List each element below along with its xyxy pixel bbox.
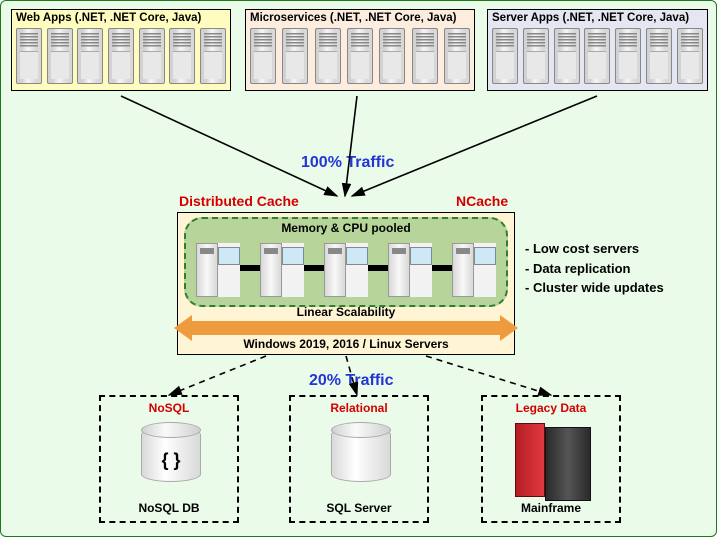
serverapps-box: Server Apps (.NET, .NET Core, Java): [487, 9, 708, 91]
nosql-title: NoSQL: [101, 401, 237, 415]
server-icon: [677, 28, 703, 84]
server-icon: [315, 28, 341, 84]
cache-benefits-list: - Low cost servers - Data replication - …: [525, 239, 664, 298]
server-icon: [250, 28, 276, 84]
relational-box: Relational SQL Server: [289, 395, 429, 523]
webapps-box: Web Apps (.NET, .NET Core, Java): [11, 9, 231, 91]
cache-server-icon: [260, 243, 304, 297]
relational-title: Relational: [291, 401, 427, 415]
server-icon: [169, 28, 195, 84]
distributed-cache-label: Distributed Cache: [179, 193, 299, 209]
nosql-box: NoSQL { } NoSQL DB: [99, 395, 239, 523]
server-icon: [16, 28, 42, 84]
server-icon: [646, 28, 672, 84]
server-icon: [615, 28, 641, 84]
pooled-label: Memory & CPU pooled: [178, 221, 514, 235]
legacy-title: Legacy Data: [483, 401, 619, 415]
relational-bottom-label: SQL Server: [291, 501, 427, 515]
server-icon: [523, 28, 549, 84]
traffic-100-label: 100% Traffic: [301, 154, 394, 172]
cache-server-icon: [388, 243, 432, 297]
microservices-servers: [250, 28, 470, 84]
ncache-label: NCache: [456, 193, 508, 209]
cache-server-icon: [452, 243, 496, 297]
curly-braces-icon: { }: [142, 450, 200, 471]
database-cylinder-icon: { }: [141, 427, 201, 482]
scalability-arrow-icon: [190, 321, 502, 335]
cache-servers-row: [196, 243, 496, 297]
microservices-box: Microservices (.NET, .NET Core, Java): [245, 9, 475, 91]
cache-cluster-box: Memory & CPU pooled Linear Scalability W…: [177, 212, 515, 355]
serverapps-label: Server Apps (.NET, .NET Core, Java): [492, 12, 703, 24]
database-cylinder-icon: [331, 427, 391, 482]
cache-server-icon: [324, 243, 368, 297]
server-icon: [412, 28, 438, 84]
server-icon: [444, 28, 470, 84]
server-icon: [554, 28, 580, 84]
legacy-box: Legacy Data Mainframe: [481, 395, 621, 523]
serverapps-servers: [492, 28, 703, 84]
server-icon: [379, 28, 405, 84]
benefit-item: - Data replication: [525, 259, 664, 279]
cache-server-icon: [196, 243, 240, 297]
webapps-servers: [16, 28, 226, 84]
server-icon: [584, 28, 610, 84]
os-label: Windows 2019, 2016 / Linux Servers: [178, 337, 514, 351]
mainframe-icon: [515, 423, 591, 501]
diagram-canvas: Web Apps (.NET, .NET Core, Java) Microse…: [0, 0, 717, 537]
traffic-20-label: 20% Traffic: [309, 372, 393, 390]
legacy-bottom-label: Mainframe: [483, 501, 619, 515]
server-icon: [47, 28, 73, 84]
benefit-item: - Low cost servers: [525, 239, 664, 259]
server-icon: [282, 28, 308, 84]
server-icon: [108, 28, 134, 84]
microservices-label: Microservices (.NET, .NET Core, Java): [250, 12, 470, 24]
server-icon: [77, 28, 103, 84]
linear-scalability-label: Linear Scalability: [178, 305, 514, 319]
server-icon: [347, 28, 373, 84]
webapps-label: Web Apps (.NET, .NET Core, Java): [16, 12, 226, 24]
server-icon: [200, 28, 226, 84]
benefit-item: - Cluster wide updates: [525, 278, 664, 298]
server-icon: [492, 28, 518, 84]
server-icon: [139, 28, 165, 84]
nosql-bottom-label: NoSQL DB: [101, 501, 237, 515]
